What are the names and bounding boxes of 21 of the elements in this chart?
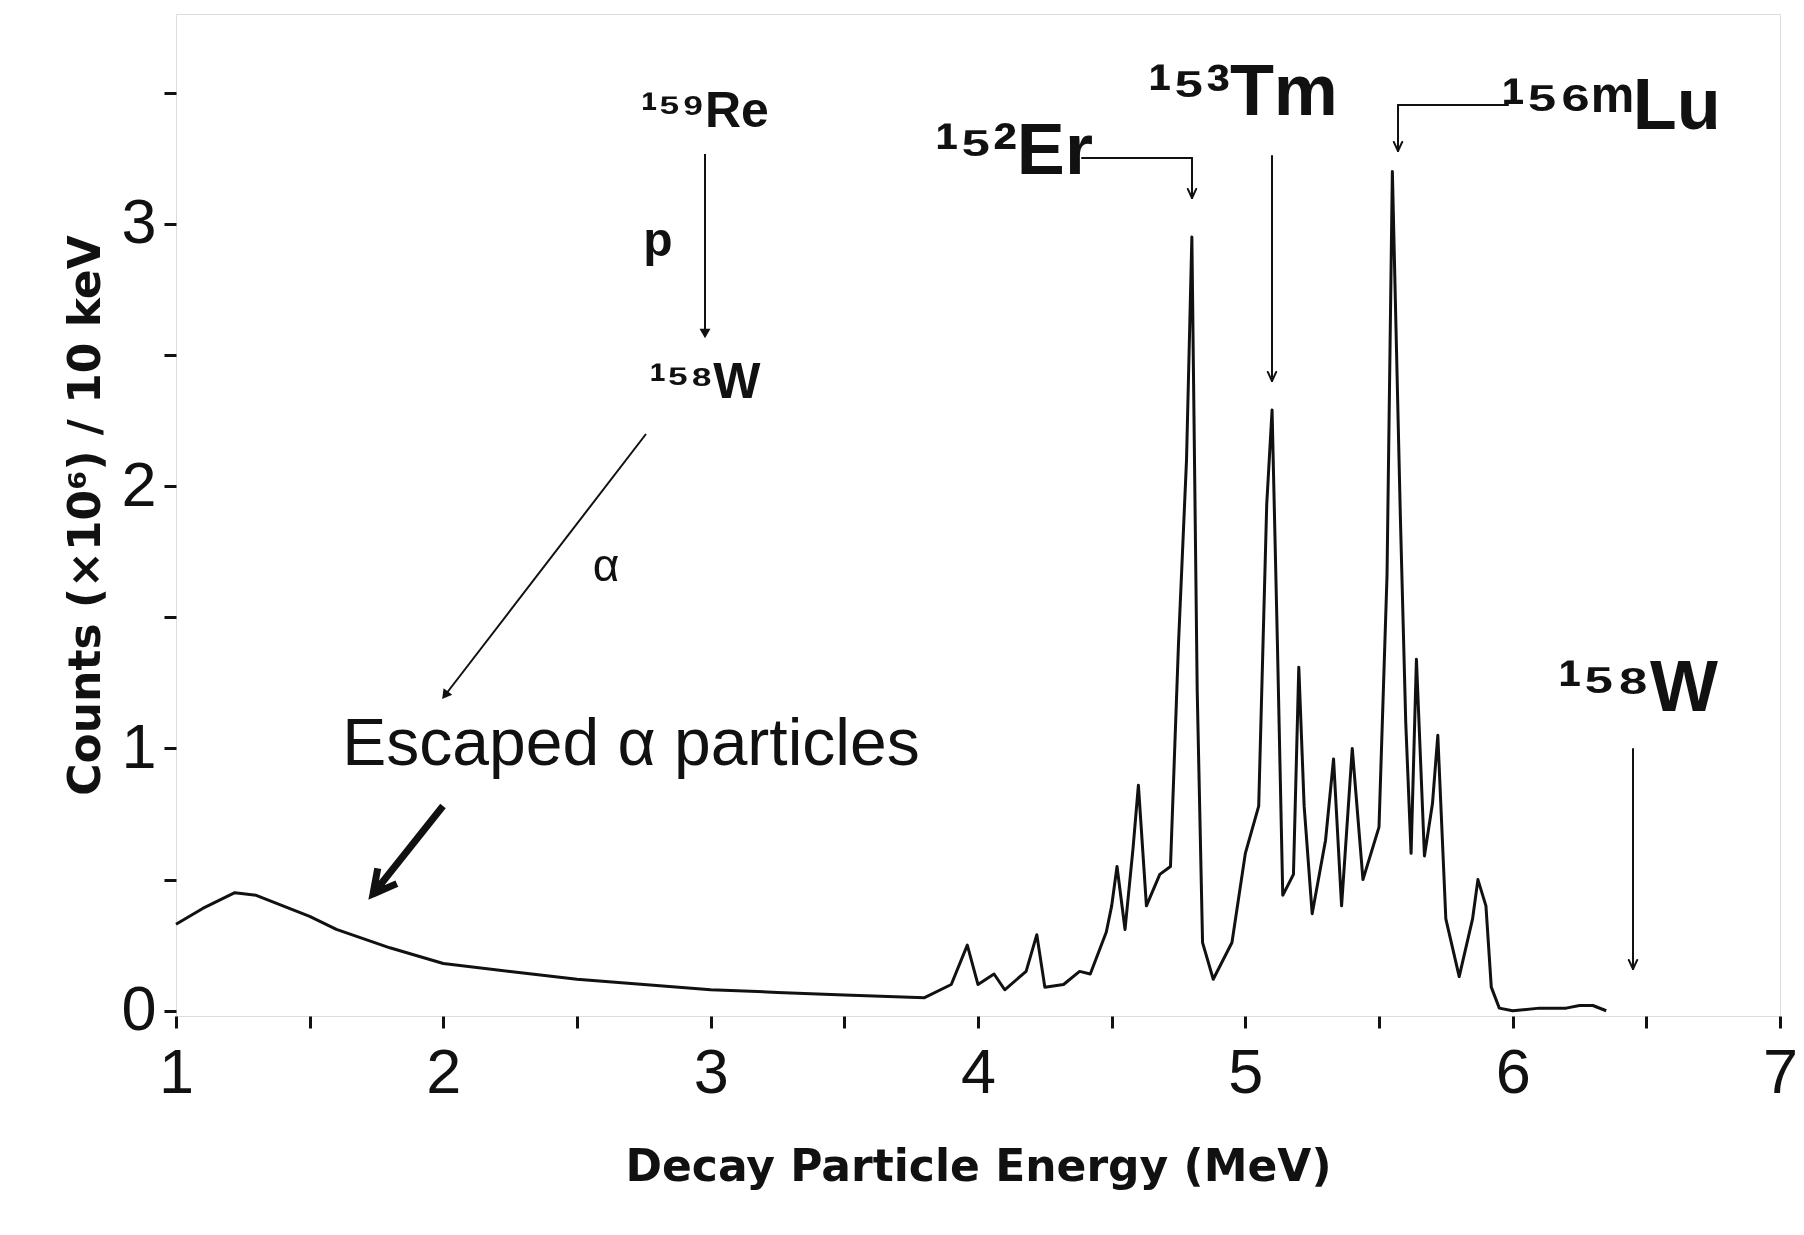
x-tick-label: 3 xyxy=(693,1035,729,1106)
annotation: ¹⁵⁹Re xyxy=(641,82,769,138)
annotation: ¹⁵⁸W xyxy=(1558,646,1718,726)
x-tick-label: 2 xyxy=(426,1035,462,1106)
x-tick-label: 6 xyxy=(1495,1035,1531,1106)
annotation: p xyxy=(643,213,673,266)
annotation: ¹⁵⁸W xyxy=(649,353,762,409)
y-tick-label: 3 xyxy=(121,186,157,257)
y-tick-label: 2 xyxy=(121,448,157,519)
annotation: Escaped α particles xyxy=(342,705,920,779)
x-tick-label: 7 xyxy=(1762,1035,1799,1106)
x-tick-label: 4 xyxy=(960,1035,997,1106)
x-axis-title: Decay Particle Energy (MeV) xyxy=(625,1139,1332,1191)
annotation: ¹⁵²Er xyxy=(935,109,1093,189)
y-axis-title: Counts (×10⁶) / 10 keV xyxy=(59,235,111,796)
annotation: ¹⁵³Tm xyxy=(1148,50,1338,130)
y-tick-label: 1 xyxy=(121,710,157,781)
y-tick-label: 0 xyxy=(121,973,157,1044)
annotation: ¹⁵⁶ᵐLu xyxy=(1501,64,1721,144)
x-tick-label: 5 xyxy=(1228,1035,1264,1106)
annotation: α xyxy=(592,539,620,591)
